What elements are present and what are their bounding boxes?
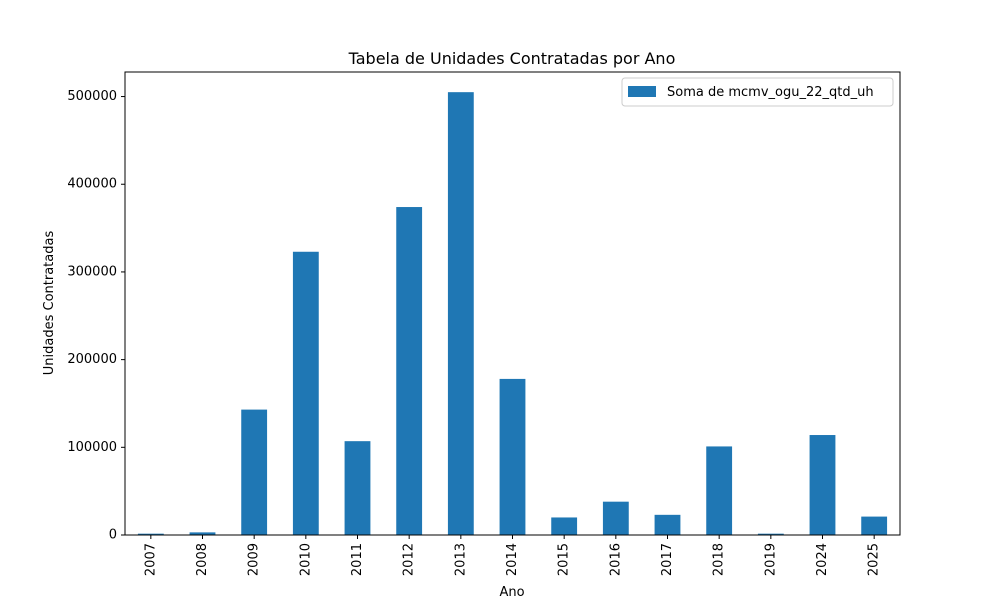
x-tick-label-2008: 2008 [195,543,210,576]
bar-2007 [137,533,164,535]
bars-layer [137,92,888,536]
x-tick-label-2015: 2015 [557,543,572,576]
bar-2017 [654,514,681,535]
x-tick-label-2009: 2009 [247,543,262,576]
bar-2015 [551,517,578,535]
bar-2008 [189,532,216,535]
x-tick-label-2010: 2010 [298,543,313,576]
y-tick-label-500000: 500000 [67,89,117,104]
y-tick-label-400000: 400000 [67,177,117,192]
x-tick-label-2018: 2018 [712,543,727,576]
bar-2025 [861,516,888,535]
bar-2013 [447,92,474,536]
x-tick-label-2016: 2016 [608,543,623,576]
bar-2016 [602,501,629,535]
y-axis-title: Unidades Contratadas [42,231,57,376]
x-tick-label-2007: 2007 [143,543,158,576]
x-tick-label-2025: 2025 [867,543,882,576]
x-axis: 2007 2008 2009 2010 2011 2012 2013 2014 2015 2016… [143,535,882,576]
bar-2014 [499,378,526,535]
y-axis: 0 100000 200000 300000 400000 500000 [67,89,125,543]
bar-2019 [757,533,784,535]
x-tick-label-2024: 2024 [815,543,830,576]
x-tick-label-2013: 2013 [453,543,468,576]
legend-label: Soma de mcmv_ogu_22_qtd_uh [667,85,874,100]
y-tick-label-100000: 100000 [67,440,117,455]
y-tick-label-200000: 200000 [67,352,117,367]
bar-2009 [241,409,268,535]
chart-title: Tabela de Unidades Contratadas por Ano [348,49,676,68]
x-axis-title: Ano [499,585,524,600]
legend-box [621,77,894,107]
y-tick-label-0: 0 [109,528,117,543]
y-tick-label-300000: 300000 [67,264,117,279]
legend: Soma de mcmv_ogu_22_qtd_uh [621,77,894,107]
bar-2024 [809,435,836,535]
bar-2011 [344,441,371,535]
bar-2010 [292,251,319,535]
bar-2012 [396,207,423,536]
x-tick-label-2012: 2012 [402,543,417,576]
legend-swatch [628,86,656,97]
x-tick-label-2014: 2014 [505,543,520,576]
plot-frame [124,71,901,536]
x-tick-label-2019: 2019 [763,543,778,576]
x-tick-label-2011: 2011 [350,543,365,576]
x-tick-label-2017: 2017 [660,543,675,576]
bar-2018 [706,446,733,535]
